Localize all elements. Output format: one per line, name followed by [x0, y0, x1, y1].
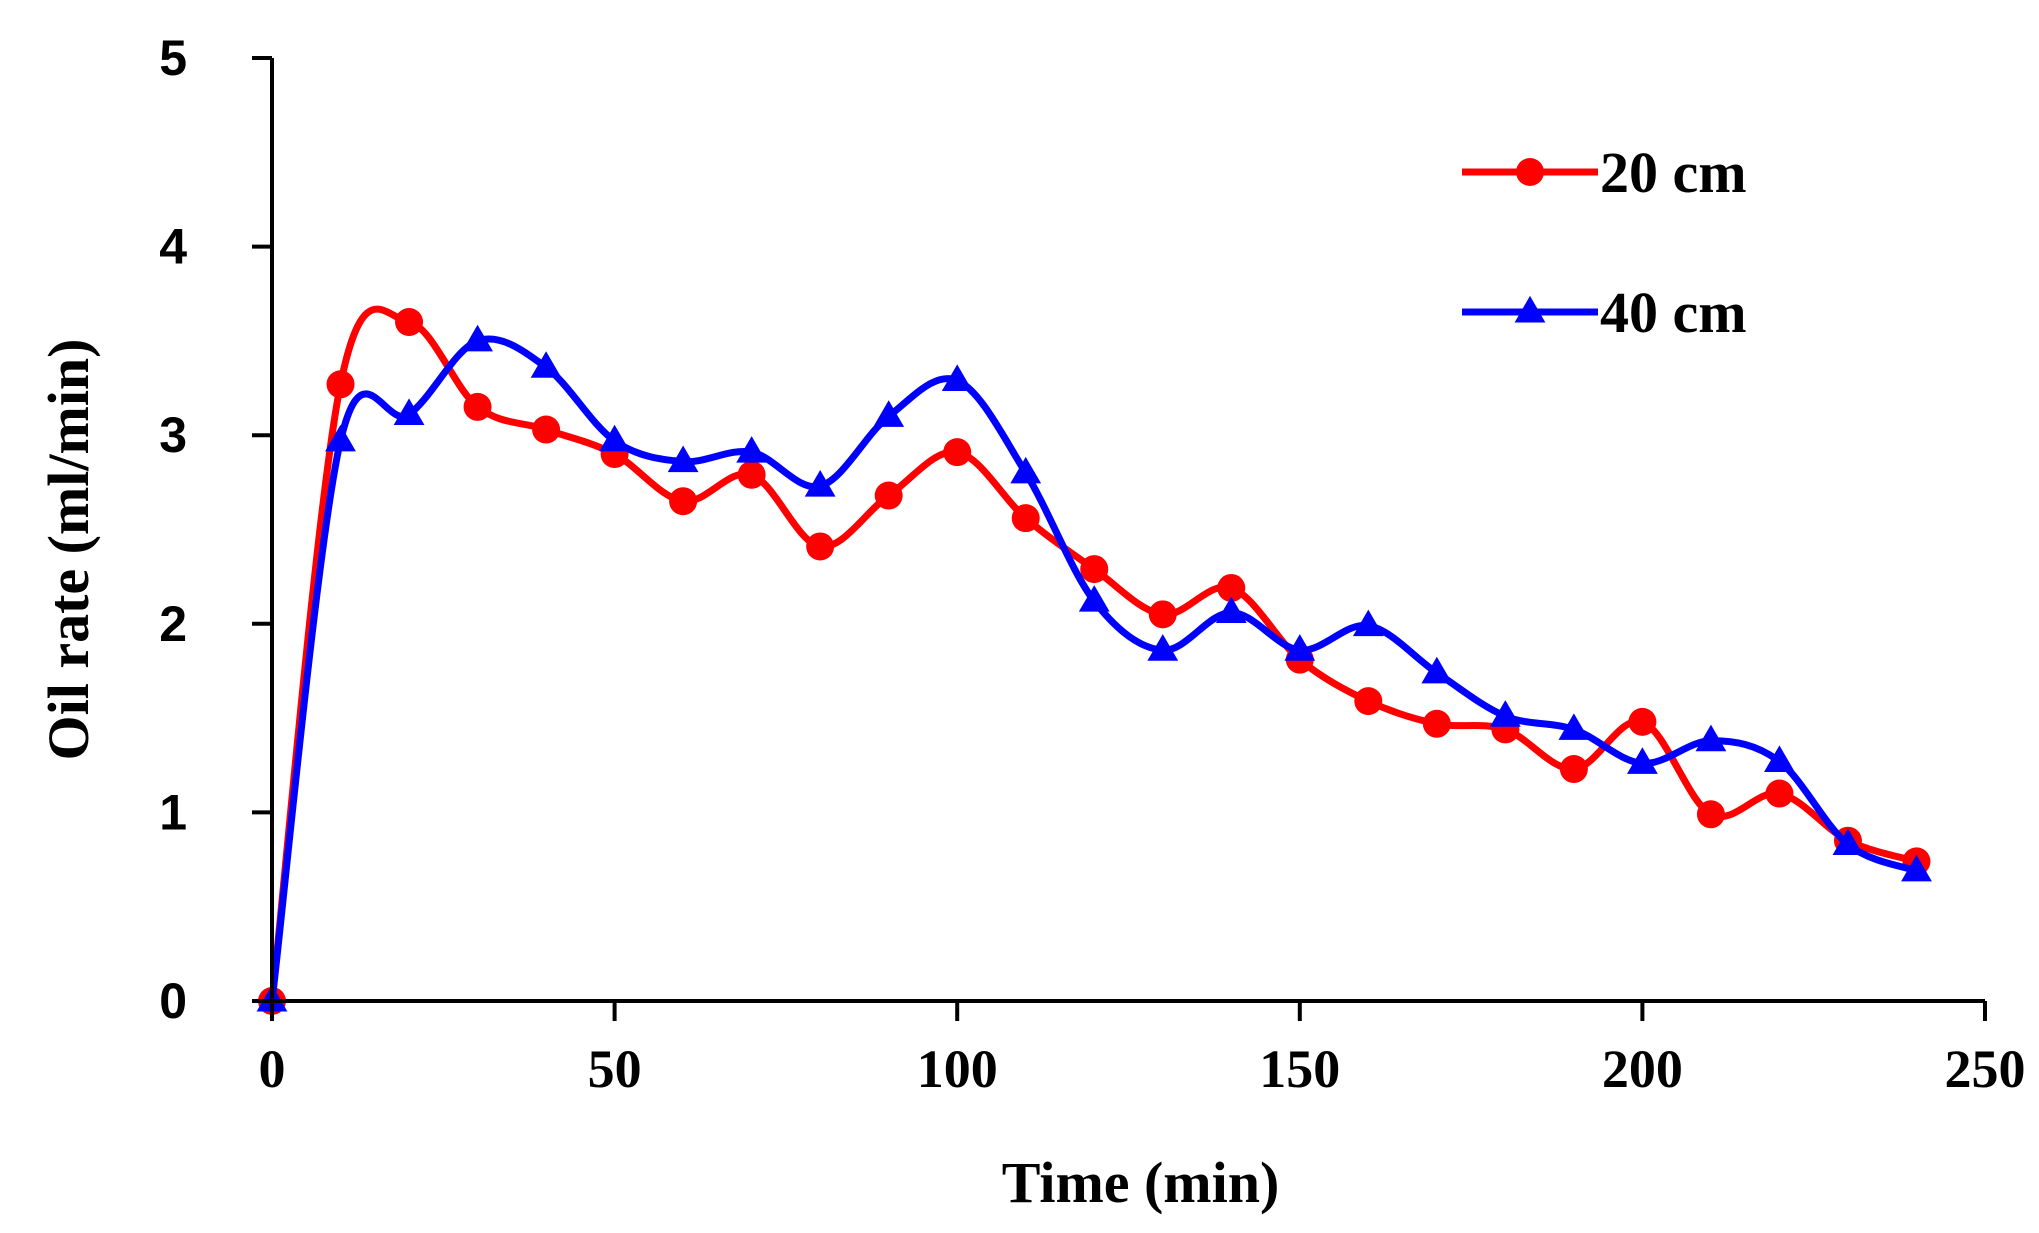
data-point: [943, 438, 972, 467]
data-point: [1559, 755, 1588, 784]
data-point: [873, 400, 905, 427]
x-tick-label: 250: [1945, 1039, 2026, 1099]
series-line: [268, 335, 1920, 1005]
x-axis-title: Time (min): [1002, 1150, 1280, 1215]
legend-label: 40 cm: [1600, 280, 1747, 345]
legend-swatch-marker: [1516, 158, 1544, 186]
data-point: [393, 398, 425, 425]
y-tick-label: 0: [159, 973, 187, 1029]
y-tick-label: 2: [159, 596, 187, 652]
data-point: [1558, 713, 1590, 740]
legend-item: 40 cm: [1462, 280, 1747, 345]
series-2: [256, 324, 1932, 1012]
data-point: [941, 364, 973, 392]
data-point: [325, 424, 356, 452]
data-point: [874, 481, 903, 510]
x-tick-label: 200: [1602, 1039, 1683, 1099]
data-point: [1354, 687, 1383, 716]
legend-swatch-marker: [1514, 295, 1546, 323]
data-point: [463, 392, 492, 421]
data-point: [1695, 724, 1727, 752]
x-tick-label: 0: [259, 1039, 286, 1099]
y-tick-label: 1: [159, 784, 187, 840]
data-point: [1010, 456, 1042, 484]
data-point: [737, 460, 766, 489]
data-point: [667, 445, 699, 473]
data-point: [1422, 709, 1451, 738]
data-point: [395, 308, 424, 337]
data-point: [1489, 700, 1521, 727]
data-point: [1080, 555, 1109, 584]
data-point: [1421, 656, 1453, 684]
data-point: [1284, 634, 1316, 661]
y-tick-label: 3: [159, 407, 187, 463]
data-point: [532, 415, 561, 444]
data-point: [1832, 828, 1864, 855]
data-point: [1148, 600, 1177, 629]
legend-label: 20 cm: [1600, 140, 1747, 205]
data-point: [462, 324, 493, 352]
data-point: [1215, 596, 1247, 623]
data-point: [530, 351, 562, 378]
data-point: [599, 424, 630, 452]
data-point: [1764, 745, 1795, 772]
data-point: [1901, 854, 1932, 882]
x-tick-label: 150: [1259, 1039, 1340, 1099]
data-point: [1011, 504, 1040, 533]
x-tick-label: 50: [588, 1039, 642, 1099]
series-1: [258, 305, 1931, 1015]
data-point: [326, 370, 355, 399]
data-point: [1627, 747, 1658, 774]
data-point: [736, 436, 768, 463]
series-line: [268, 305, 1920, 1005]
data-point: [1147, 634, 1179, 661]
series-layer: [256, 305, 1932, 1015]
data-point: [1352, 609, 1384, 637]
data-point: [806, 532, 835, 561]
data-point: [1628, 707, 1657, 736]
x-tick-label: 100: [917, 1039, 998, 1099]
data-point: [1696, 800, 1725, 829]
data-point: [804, 470, 836, 497]
data-point: [669, 487, 698, 516]
legend-item: 20 cm: [1462, 140, 1747, 205]
legend: 20 cm 40 cm: [1462, 140, 1747, 345]
data-point: [1217, 573, 1246, 602]
data-point: [1765, 779, 1794, 808]
y-tick-label: 5: [159, 30, 187, 86]
y-axis-title: Oil rate (ml/min): [36, 338, 101, 760]
y-tick-label: 4: [159, 219, 187, 275]
data-point: [1078, 585, 1110, 612]
axes-layer: [270, 58, 1985, 1003]
